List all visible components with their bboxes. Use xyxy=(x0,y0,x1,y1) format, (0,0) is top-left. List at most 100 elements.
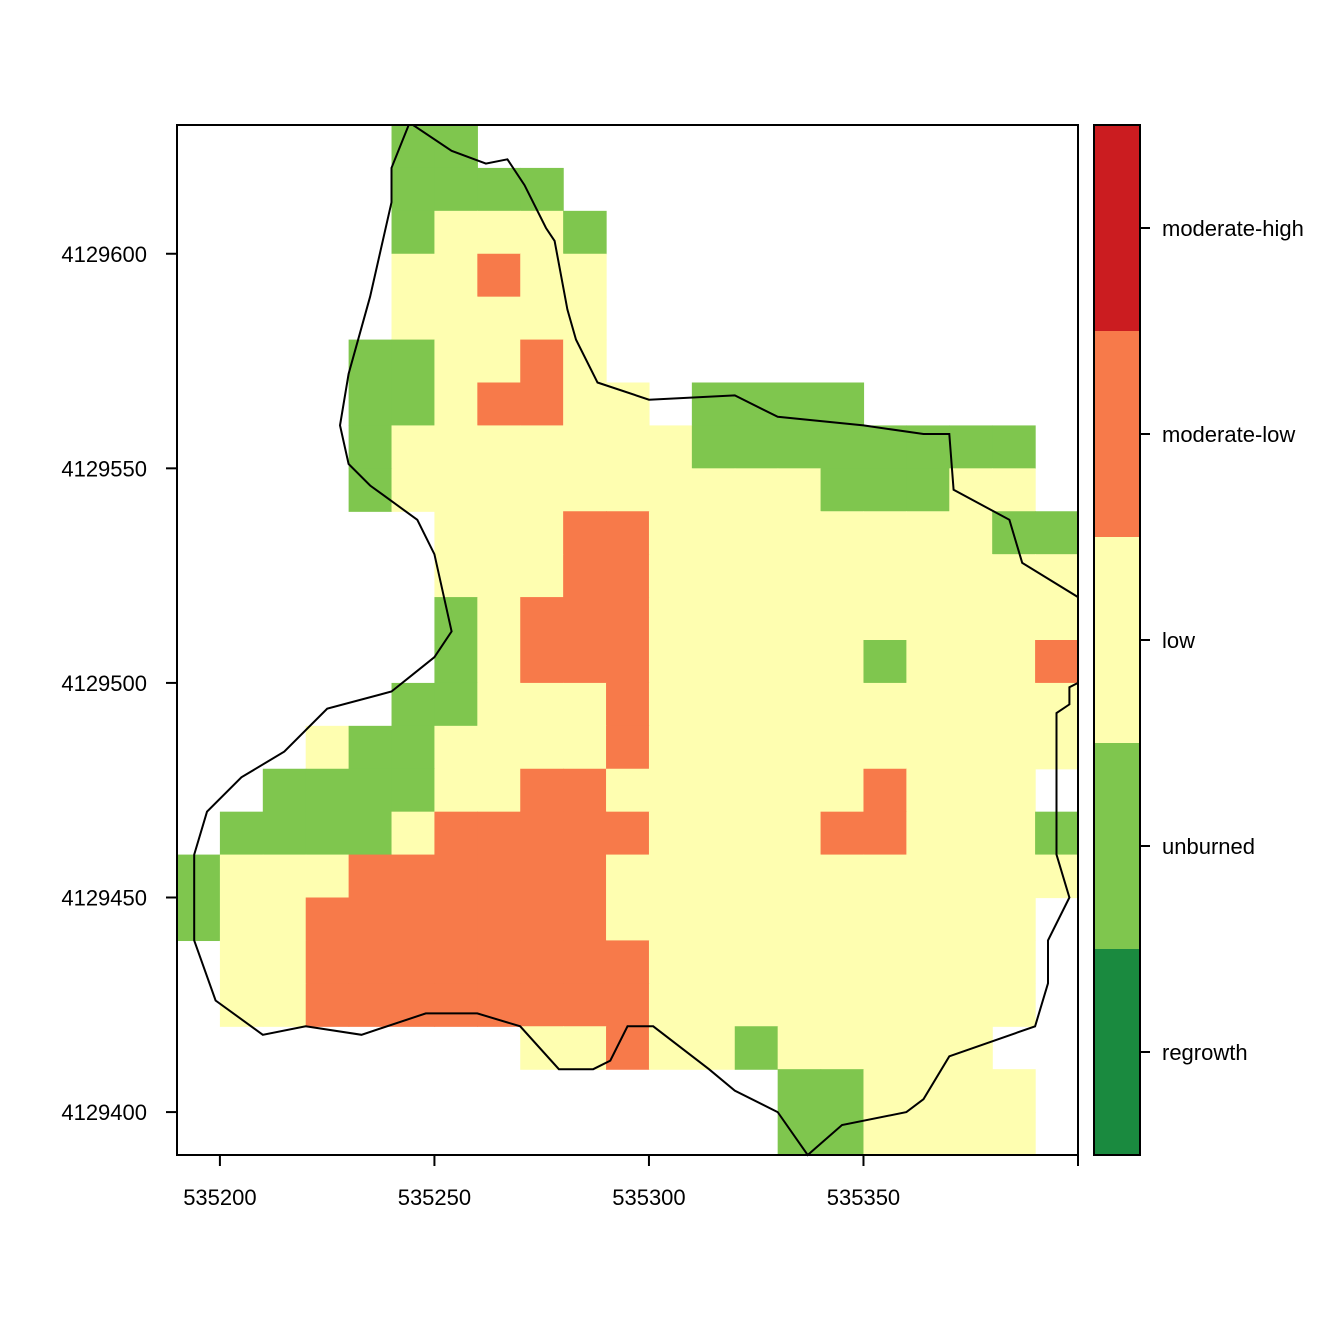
raster-cell-unburned xyxy=(992,425,1036,469)
raster-cell-moderate-low xyxy=(563,854,607,899)
raster-cell-low xyxy=(820,597,865,641)
raster-cell-low xyxy=(820,854,865,899)
raster-cell-low xyxy=(906,640,950,684)
raster-cell-unburned xyxy=(391,725,436,770)
raster-cell-low xyxy=(648,768,693,813)
raster-cell-low xyxy=(734,811,779,856)
raster-cell-moderate-low xyxy=(520,940,564,984)
raster-cell-moderate-low xyxy=(305,897,350,942)
fire-perimeter-boundary xyxy=(193,124,1079,1157)
raster-cell-low xyxy=(563,682,607,727)
raster-cell-low xyxy=(734,640,779,684)
raster-cell-low xyxy=(305,854,350,899)
raster-cell-low xyxy=(949,940,993,984)
raster-cell-unburned xyxy=(391,167,436,212)
raster-cell-unburned xyxy=(563,210,607,255)
raster-cell-unburned xyxy=(305,768,350,813)
y-tick-label: 4129450 xyxy=(61,886,147,911)
raster-cell-low xyxy=(992,468,1036,512)
raster-cell-low xyxy=(992,1069,1036,1113)
raster-cell-moderate-low xyxy=(348,940,393,984)
raster-cell-low xyxy=(820,940,865,984)
raster-cell-low xyxy=(434,554,478,598)
raster-cell-low xyxy=(777,468,822,512)
raster-cell-low xyxy=(777,725,822,770)
y-tick-label: 4129550 xyxy=(61,456,147,481)
raster-cell-low xyxy=(992,768,1036,813)
raster-cell-moderate-low xyxy=(434,983,478,1027)
raster-cell-low xyxy=(434,296,478,341)
raster-cell-low xyxy=(863,1026,907,1070)
raster-cell-moderate-low xyxy=(391,854,436,899)
raster-cell-moderate-low xyxy=(434,811,478,856)
raster-cell-low xyxy=(777,811,822,856)
raster-cell-low xyxy=(906,854,950,899)
legend-swatch-unburned xyxy=(1094,743,1140,949)
raster-cell-low xyxy=(777,1026,822,1070)
legend-label-moderate-high: moderate-high xyxy=(1162,216,1304,241)
raster-cell-moderate-low xyxy=(863,811,907,856)
raster-cell-moderate-low xyxy=(606,511,650,555)
raster-cell-low xyxy=(563,1026,607,1070)
raster-cell-unburned xyxy=(863,425,907,469)
raster-cell-low xyxy=(606,768,650,813)
raster-cell-moderate-low xyxy=(477,253,521,298)
raster-cell-moderate-low xyxy=(563,811,607,856)
raster-cell-low xyxy=(906,983,950,1027)
raster-cell-moderate-low xyxy=(520,811,564,856)
raster-cell-low xyxy=(777,768,822,813)
raster-cell-moderate-low xyxy=(563,511,607,555)
raster-cell-moderate-low xyxy=(1035,640,1079,684)
raster-cell-moderate-low xyxy=(606,983,650,1027)
raster-cell-unburned xyxy=(348,425,393,469)
raster-cell-moderate-low xyxy=(348,854,393,899)
raster-cell-low xyxy=(949,554,993,598)
raster-cell-low xyxy=(648,983,693,1027)
raster-cell-low xyxy=(906,811,950,856)
raster-cell-low xyxy=(477,511,521,555)
raster-cell-moderate-low xyxy=(477,811,521,856)
raster-cell-moderate-low xyxy=(520,897,564,942)
raster-cell-low xyxy=(820,897,865,942)
plot-frame xyxy=(176,124,1079,1156)
raster-cell-low xyxy=(820,983,865,1027)
raster-cell-low xyxy=(820,768,865,813)
y-tick-label: 4129400 xyxy=(61,1100,147,1125)
raster-cell-low xyxy=(777,554,822,598)
raster-cell-unburned xyxy=(434,597,478,641)
raster-cell-low xyxy=(219,854,264,899)
raster-cell-low xyxy=(520,210,564,255)
raster-cell-low xyxy=(520,253,564,298)
raster-cell-low xyxy=(949,897,993,942)
raster-cell-moderate-low xyxy=(563,768,607,813)
raster-cell-moderate-low xyxy=(391,940,436,984)
raster-cell-low xyxy=(434,253,478,298)
raster-cell-low xyxy=(691,897,736,942)
raster-cell-low xyxy=(606,468,650,512)
raster-cell-unburned xyxy=(348,468,393,512)
raster-cell-low xyxy=(820,1026,865,1070)
raster-cell-low xyxy=(262,983,307,1027)
raster-cell-low xyxy=(734,682,779,727)
raster-cell-moderate-low xyxy=(563,597,607,641)
raster-cell-unburned xyxy=(391,682,436,727)
raster-cell-low xyxy=(606,425,650,469)
y-tick-label: 4129500 xyxy=(61,671,147,696)
raster-cell-unburned xyxy=(777,1069,822,1113)
raster-cell-moderate-low xyxy=(606,597,650,641)
raster-cell-low xyxy=(734,597,779,641)
raster-cell-low xyxy=(606,382,650,427)
raster-cell-low xyxy=(734,511,779,555)
raster-cell-low xyxy=(863,854,907,899)
raster-cell-unburned xyxy=(262,768,307,813)
raster-cell-low xyxy=(949,597,993,641)
raster-cell-low xyxy=(305,725,350,770)
raster-cell-low xyxy=(949,1112,993,1156)
raster-cell-unburned xyxy=(391,125,436,169)
raster-cell-low xyxy=(219,940,264,984)
raster-cell-unburned xyxy=(734,425,779,469)
raster-cell-low xyxy=(691,511,736,555)
legend-label-low: low xyxy=(1162,628,1195,653)
raster-cell-low xyxy=(906,554,950,598)
raster-cell-low xyxy=(477,768,521,813)
